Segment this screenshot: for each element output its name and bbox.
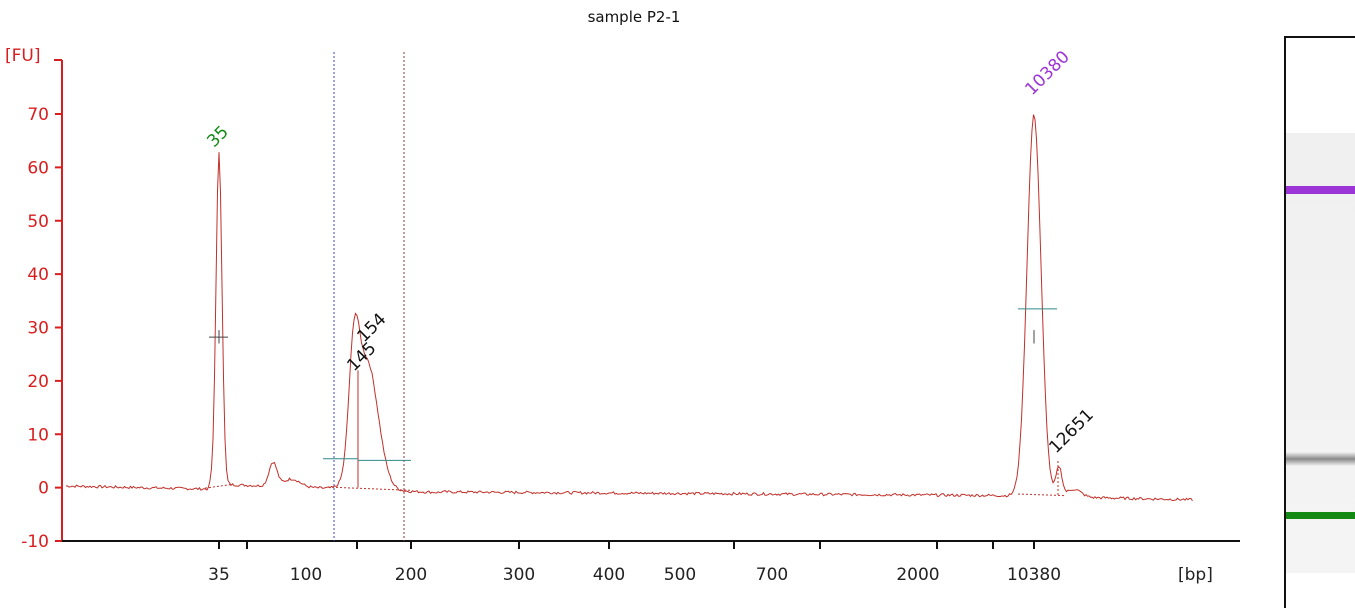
x-tick-label: 100 [290, 565, 322, 585]
x-tick-label: 10380 [1007, 565, 1061, 585]
y-tick-label: 30 [27, 319, 49, 339]
y-tick-label: 20 [27, 372, 49, 392]
x-tick-label: 700 [756, 565, 788, 585]
chart-title: sample P2-1 [588, 8, 681, 26]
x-tick-label: 200 [395, 565, 427, 585]
x-tick-label: 500 [664, 565, 696, 585]
y-tick-label: 60 [27, 158, 49, 178]
gel-lane-background [1286, 133, 1355, 573]
peak-label: 154 [353, 309, 390, 346]
peak-label: 10380 [1021, 47, 1073, 99]
x-tick-label: 400 [593, 565, 625, 585]
gel-band-lower-marker [1286, 512, 1355, 519]
gel-band-sample-band [1286, 452, 1355, 466]
peak-label: 12651 [1045, 405, 1097, 457]
gel-band-upper-marker [1286, 186, 1355, 194]
trace-line [65, 114, 1193, 502]
x-axis-label: [bp] [1178, 565, 1213, 585]
y-tick-label: -10 [21, 532, 49, 552]
x-tick-label: 2000 [896, 565, 939, 585]
x-tick-label: 300 [503, 565, 535, 585]
y-tick-label: 70 [27, 105, 49, 125]
peak-baseline [204, 483, 233, 489]
y-tick-label: 10 [27, 425, 49, 445]
y-tick-label: 40 [27, 265, 49, 285]
y-axis-label: [FU] [5, 46, 41, 66]
peak-baseline [1017, 493, 1067, 497]
gel-lane [1284, 36, 1355, 608]
y-tick-label: 50 [27, 212, 49, 232]
peak-label: 145 [343, 338, 380, 375]
electropherogram-chart: sample P2-1 [FU] [bp] -10 0 10 20 30 40 50 60 70… [5, 8, 1240, 585]
x-tick-label: 35 [208, 565, 230, 585]
peak-baseline [327, 486, 411, 491]
peak-label: 35 [203, 122, 232, 151]
y-tick-label: 0 [38, 479, 49, 499]
